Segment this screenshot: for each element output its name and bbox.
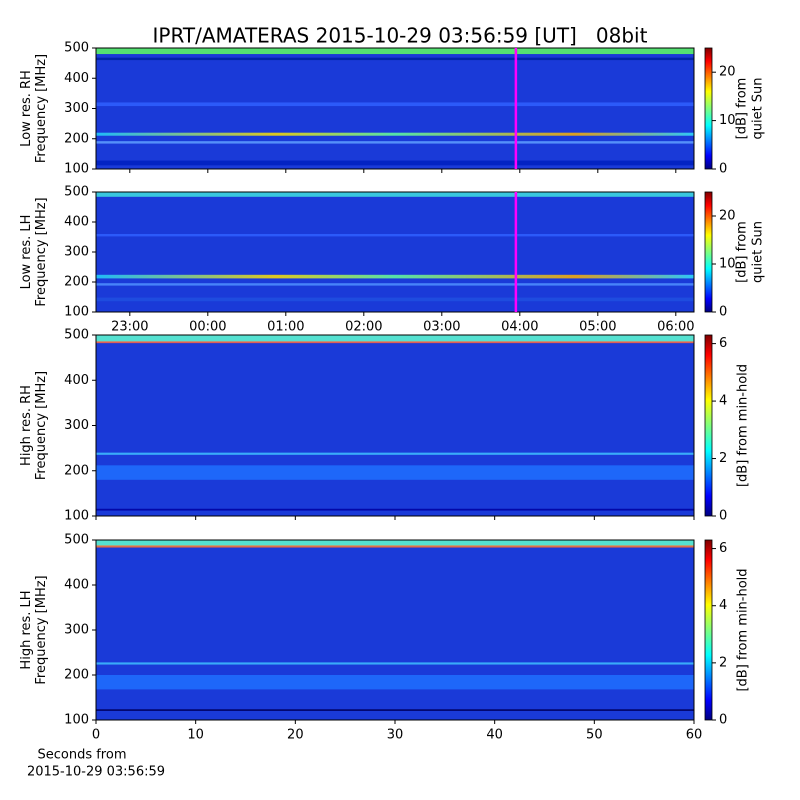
y-tick-label: 500 xyxy=(64,185,89,200)
y-axis-label: Frequency [MHz] xyxy=(34,371,49,480)
colorbar-label: [dB] from xyxy=(735,221,750,283)
spectrogram-band xyxy=(96,48,694,55)
y-tick-label: 200 xyxy=(64,131,89,146)
spectrogram-band xyxy=(96,545,694,548)
x-tick-label: 10 xyxy=(187,728,204,743)
colorbar-tick-label: 2 xyxy=(719,655,727,670)
y-tick-label: 400 xyxy=(64,578,89,593)
spectrogram-band xyxy=(96,662,694,665)
colorbar xyxy=(704,47,713,170)
title: IPRT/AMATERAS 2015-10-29 03:56:59 [UT] 0… xyxy=(153,24,648,48)
y-tick-label: 500 xyxy=(64,328,89,343)
x-tick-label: 02:00 xyxy=(345,320,382,335)
spectrogram-band xyxy=(96,160,694,166)
y-axis-label: High res. LH xyxy=(19,590,34,669)
x-tick-label: 03:00 xyxy=(423,320,460,335)
spectrogram-band xyxy=(96,341,694,344)
spectrogram-band xyxy=(96,508,694,511)
colorbar-label: [dB] from xyxy=(735,78,750,140)
spectrogram-band xyxy=(96,335,694,343)
y-tick-label: 100 xyxy=(64,162,89,177)
colorbar-tick-label: 0 xyxy=(719,162,727,177)
colorbar-tick-label: 4 xyxy=(719,394,727,409)
x-tick-label: 0 xyxy=(92,728,100,743)
colorbar-tick-label: 0 xyxy=(719,509,727,524)
y-tick-label: 200 xyxy=(64,275,89,290)
spectrogram-band xyxy=(96,452,694,455)
colorbar-tick-label: 10 xyxy=(719,257,736,272)
spectrogram-band xyxy=(96,57,694,61)
colorbar xyxy=(704,334,713,517)
spectrogram-band xyxy=(96,675,694,690)
y-axis-label: Frequency [MHz] xyxy=(34,54,49,163)
colorbar-tick-label: 4 xyxy=(719,598,727,613)
colorbar-tick-label: 6 xyxy=(719,541,727,556)
spectrogram-band xyxy=(96,102,694,107)
spectrogram xyxy=(96,335,694,516)
y-tick-label: 400 xyxy=(64,215,89,230)
spectrogram-band xyxy=(96,234,694,237)
y-tick-label: 300 xyxy=(64,623,89,638)
y-tick-label: 100 xyxy=(64,509,89,524)
colorbar-tick-label: 6 xyxy=(719,336,727,351)
x-tick-label: 60 xyxy=(686,728,703,743)
y-axis-label: Frequency [MHz] xyxy=(34,575,49,684)
colorbar-tick-label: 20 xyxy=(719,209,736,224)
x-axis-label: Seconds from xyxy=(37,748,126,763)
colorbar-tick-label: 10 xyxy=(719,113,736,128)
x-tick-label: 05:00 xyxy=(579,320,616,335)
spectrogram xyxy=(96,540,694,720)
colorbar-label: quiet Sun xyxy=(751,221,766,283)
y-tick-label: 400 xyxy=(64,71,89,86)
x-tick-label: 50 xyxy=(586,728,603,743)
y-axis-label: Frequency [MHz] xyxy=(34,197,49,306)
x-tick-label: 40 xyxy=(486,728,503,743)
y-tick-label: 100 xyxy=(64,713,89,728)
y-tick-label: 100 xyxy=(64,305,89,320)
spectrogram-band xyxy=(96,141,694,144)
colorbar-tick-label: 0 xyxy=(719,305,727,320)
x-tick-label: 00:00 xyxy=(189,320,226,335)
spectrogram xyxy=(96,192,694,312)
y-tick-label: 300 xyxy=(64,101,89,116)
y-axis-label: Low res. RH xyxy=(19,70,34,147)
colorbar-label: [dB] from min-hold xyxy=(736,568,751,691)
y-tick-label: 400 xyxy=(64,373,89,388)
colorbar-label: quiet Sun xyxy=(751,77,766,139)
spectrogram xyxy=(96,48,694,169)
colorbar-tick-label: 2 xyxy=(719,451,727,466)
spectrogram-band xyxy=(96,465,694,480)
y-axis-label: High res. RH xyxy=(19,385,34,466)
y-tick-label: 200 xyxy=(64,463,89,478)
y-tick-label: 300 xyxy=(64,418,89,433)
spectrogram-band xyxy=(96,192,694,197)
y-tick-label: 500 xyxy=(64,533,89,548)
y-tick-label: 300 xyxy=(64,245,89,260)
colorbar xyxy=(704,191,713,313)
y-tick-label: 500 xyxy=(64,41,89,56)
x-tick-label: 23:00 xyxy=(111,320,148,335)
spectrogram-band xyxy=(96,540,694,547)
y-tick-label: 200 xyxy=(64,668,89,683)
colorbar-label: [dB] from min-hold xyxy=(736,364,751,487)
colorbar-tick-label: 0 xyxy=(719,713,727,728)
x-tick-label: 30 xyxy=(387,728,404,743)
spectrogram-band xyxy=(96,283,694,286)
x-axis-label: 2015-10-29 03:56:59 xyxy=(27,765,165,780)
x-tick-label: 04:00 xyxy=(501,320,538,335)
spectrogram-band xyxy=(96,274,694,279)
spectrogram-band xyxy=(96,709,694,711)
spectrogram-band xyxy=(96,132,694,136)
x-tick-label: 20 xyxy=(287,728,304,743)
colorbar xyxy=(704,539,713,721)
x-tick-label: 06:00 xyxy=(657,320,694,335)
y-axis-label: Low res. LH xyxy=(19,215,34,290)
colorbar-tick-label: 20 xyxy=(719,65,736,80)
spectrogram-band xyxy=(96,297,694,302)
x-tick-label: 01:00 xyxy=(267,320,304,335)
